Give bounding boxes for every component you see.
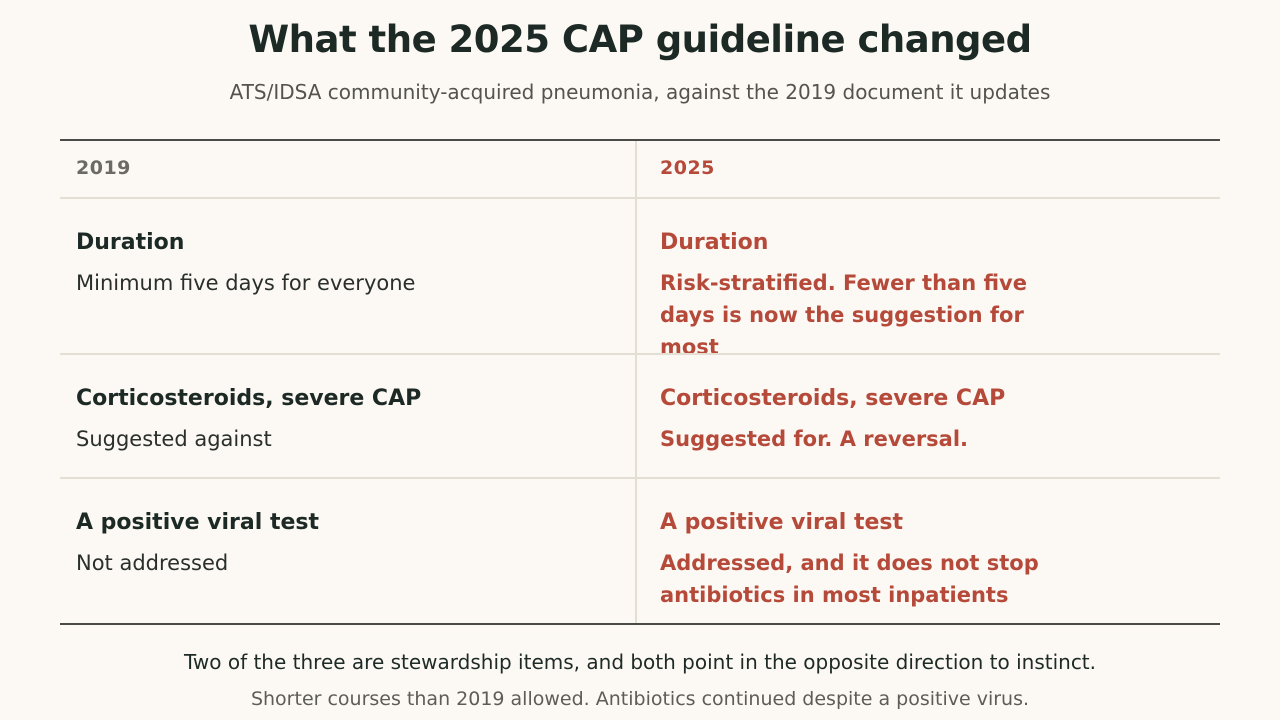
row-value: Suggested for. A reversal. [660,427,969,451]
row-label: A positive viral test [76,510,319,535]
cell-2025-duration: Duration Risk-stratified. Fewer than fiv… [660,228,1200,363]
comparison-table: 2019 2025 Duration Minimum five days for… [60,139,1220,625]
row-label: Corticosteroids, severe CAP [76,386,422,411]
row-value: Minimum five days for everyone [76,271,416,295]
row-label: A positive viral test [660,510,903,535]
column-divider [635,141,637,623]
row-value: Risk-stratified. Fewer than five days is… [660,271,1027,359]
footer-detail: Shorter courses than 2019 allowed. Antib… [250,688,1030,710]
row-value: Addressed, and it does not stop antibiot… [660,551,1039,607]
row-label: Duration [660,230,769,255]
cell-2019-duration: Duration Minimum five days for everyone [76,228,616,299]
table-header-row: 2019 2025 [60,141,1220,197]
cell-2025-corticosteroids: Corticosteroids, severe CAP Suggested fo… [660,384,1200,455]
row-value: Suggested against [76,427,272,451]
row-value: Not addressed [76,551,229,575]
table-row-duration: Duration Minimum five days for everyone … [60,197,1220,359]
table-row-corticosteroids: Corticosteroids, severe CAP Suggested ag… [60,353,1220,477]
row-label: Corticosteroids, severe CAP [660,386,1006,411]
cell-2025-viral-test: A positive viral test Addressed, and it … [660,508,1200,611]
page-subtitle: ATS/IDSA community-acquired pneumonia, a… [229,80,1051,104]
table-row-viral-test: A positive viral test Not addressed A po… [60,477,1220,623]
cell-2019-corticosteroids: Corticosteroids, severe CAP Suggested ag… [76,384,616,455]
column-header-2019: 2019 [76,157,131,179]
column-header-2025: 2025 [660,157,715,179]
row-label: Duration [76,230,185,255]
cell-2019-viral-test: A positive viral test Not addressed [76,508,616,579]
footer-summary: Two of the three are stewardship items, … [183,650,1097,674]
page-title: What the 2025 CAP guideline changed [248,18,1032,61]
